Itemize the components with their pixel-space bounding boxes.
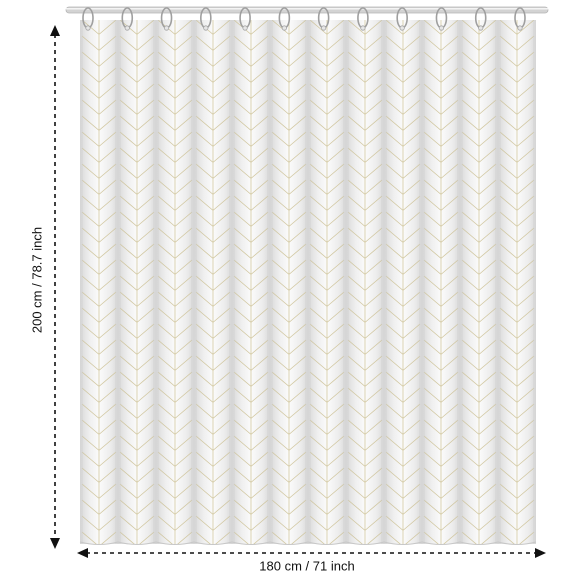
width-dimension-label: 180 cm / 71 inch <box>259 558 355 574</box>
grommet-hole <box>85 25 91 31</box>
grommet-hole <box>242 25 248 31</box>
grommet-hole <box>163 25 170 31</box>
height-dimension-line <box>50 25 60 549</box>
curtain-hem <box>79 541 537 545</box>
grommet-hole <box>478 25 484 31</box>
grommet-hole <box>438 25 445 31</box>
chevron-pattern <box>81 20 535 544</box>
grommet-hole <box>281 25 287 31</box>
grommet-hole <box>399 25 405 31</box>
grommet-hole <box>321 25 327 31</box>
grommet-hole <box>360 25 366 31</box>
grommet-hole <box>203 25 209 31</box>
curtain-rod <box>65 6 549 14</box>
height-dimension-label: 200 cm / 78.7 inch <box>29 226 45 334</box>
width-dimension-line <box>77 548 546 558</box>
grommet-hole <box>124 25 130 31</box>
grommet-hole <box>517 25 523 31</box>
curtain-rings <box>82 7 526 31</box>
curtain-fabric <box>80 20 536 544</box>
